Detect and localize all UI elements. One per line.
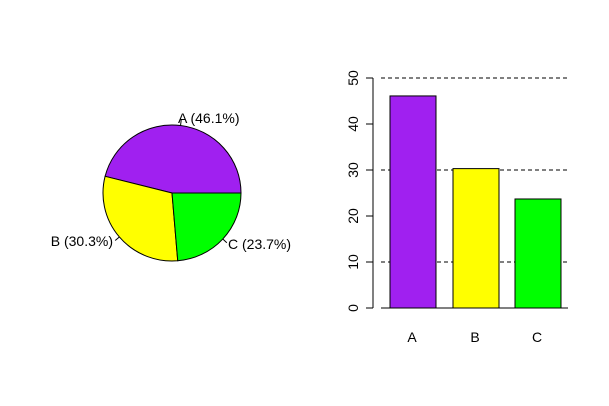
- bar-chart: 0 10 20 30 40 50 A B C: [345, 70, 568, 345]
- x-tick-label-a: A: [407, 329, 417, 345]
- x-tick-label-c: C: [532, 329, 542, 345]
- y-tick-label-20: 20: [345, 208, 361, 224]
- pie-label-c: C (23.7%): [228, 236, 291, 252]
- bar-b: [452, 168, 500, 309]
- pie-slice-a: [104, 124, 242, 194]
- y-tick-label-40: 40: [345, 116, 361, 132]
- y-tick-label-0: 0: [345, 304, 361, 312]
- pie-leader-b: [114, 236, 120, 241]
- bar-a: [389, 95, 437, 309]
- pie-label-b: B (30.3%): [51, 233, 113, 249]
- pie-leader-a: [180, 120, 182, 126]
- bar-c: [514, 198, 562, 309]
- pie-leader-c: [222, 238, 228, 244]
- y-tick-label-30: 30: [345, 162, 361, 178]
- y-tick-label-50: 50: [345, 70, 361, 86]
- y-tick-label-10: 10: [345, 254, 361, 270]
- pie-slice-b: [102, 175, 179, 262]
- pie-slice-c: [171, 192, 242, 262]
- pie-label-a: A (46.1%): [178, 110, 239, 126]
- pie-chart: A (46.1%) B (30.3%) C (23.7%): [51, 110, 291, 262]
- x-tick-label-b: B: [470, 329, 479, 345]
